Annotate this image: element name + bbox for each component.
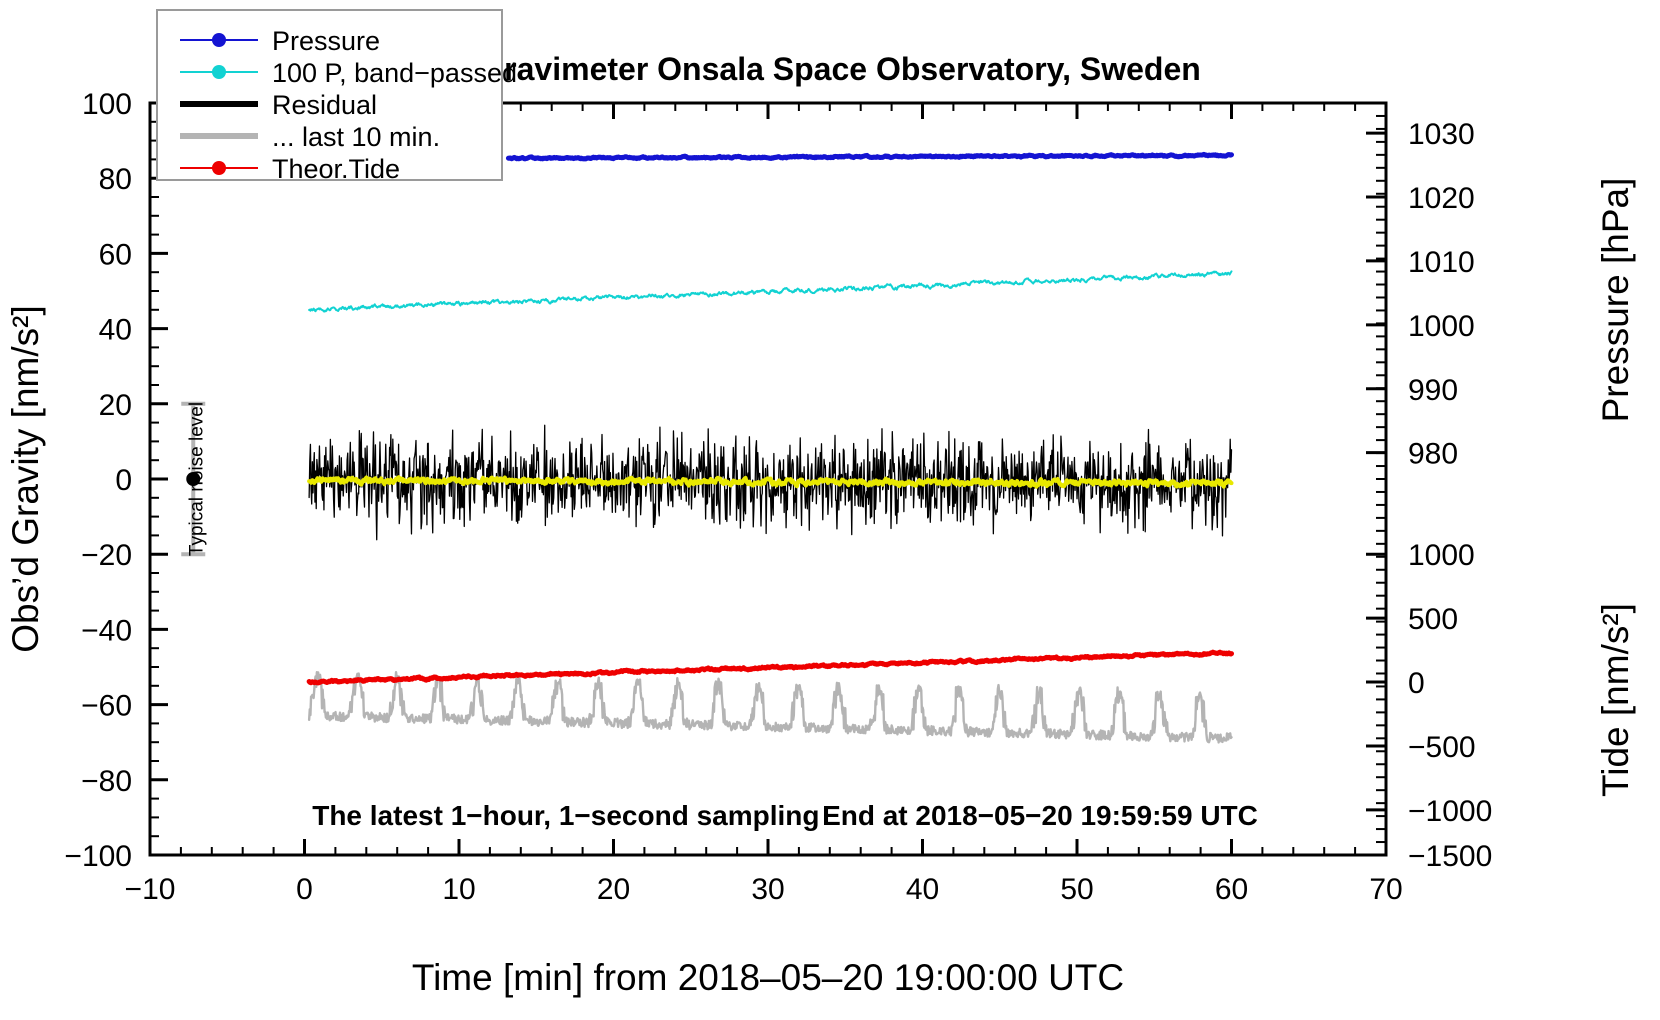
x-tick-label: 70	[1369, 873, 1402, 906]
y-tick-labels: −100 −80 −60 −40 −20 0 20 40 60 80 100	[64, 88, 132, 873]
legend-label: Pressure	[272, 26, 380, 56]
legend-item-residual[interactable]: Residual	[180, 90, 377, 120]
chart-annotations: The latest 1−hour, 1−second sampling End …	[187, 402, 1258, 831]
tide-axis-tick-label: 1000	[1408, 539, 1475, 572]
tide-axis-tick-label: −1000	[1408, 795, 1492, 828]
pressure-axis-tick-label: 1020	[1408, 182, 1475, 215]
right-tick-labels: 1030 1020 1010 1000 990 980 1000 500 0 −500 −1000 −…	[1408, 118, 1492, 873]
sampling-note: The latest 1−hour, 1−second sampling	[312, 800, 819, 831]
tide-axis-tick-label: −1500	[1408, 840, 1492, 873]
legend-item-100-p-band-passed[interactable]: 100 P, band−passed	[180, 58, 517, 88]
y-tick-label: −40	[81, 614, 132, 647]
tide-axis-tick-label: −500	[1408, 731, 1476, 764]
y-tick-label: 60	[99, 238, 132, 271]
x-axis-title: Time [min] from 2018–05–20 19:00:00 UTC	[412, 957, 1124, 998]
x-tick-label: 50	[1060, 873, 1093, 906]
tide-axis-tick-label: 500	[1408, 603, 1458, 636]
tide-axis-tick-label: 0	[1408, 667, 1425, 700]
y-tick-label: 100	[82, 88, 132, 121]
legend-item-theor-tide[interactable]: Theor.Tide	[180, 154, 400, 184]
right-axis-title-tide: Tide [nm/s²]	[1595, 603, 1636, 797]
pressure-axis-tick-label: 990	[1408, 374, 1458, 407]
pressure-axis-tick-label: 1000	[1408, 310, 1475, 343]
legend-label: Theor.Tide	[272, 154, 400, 184]
end-time-note: End at 2018−05−20 19:59:59 UTC	[822, 800, 1258, 831]
series-100-p-band-passed	[308, 270, 1233, 313]
y-tick-label: 40	[99, 314, 132, 347]
legend-item-pressure[interactable]: Pressure	[180, 26, 380, 56]
y-tick-label: 80	[99, 163, 132, 196]
legend-marker-circle-icon	[212, 161, 226, 175]
y-axis-title: Obs’d Gravity [nm/s²]	[5, 305, 46, 652]
x-tick-label: 30	[751, 873, 784, 906]
noise-level-label: Typical noise level	[187, 402, 208, 556]
y-tick-label: 20	[99, 389, 132, 422]
legend-marker-circle-icon	[212, 65, 226, 79]
x-tick-label: 20	[597, 873, 630, 906]
y-axis-ticks	[150, 101, 168, 857]
legend-label: 100 P, band−passed	[272, 58, 517, 88]
right-axis-title-pressure: Pressure [hPa]	[1595, 178, 1636, 423]
legend-item-last-10-min[interactable]: ... last 10 min.	[180, 122, 440, 152]
legend-marker-circle-icon	[212, 33, 226, 47]
series-pressure	[505, 151, 1234, 162]
y-tick-label: −80	[81, 765, 132, 798]
y-tick-label: 0	[115, 464, 132, 497]
series-last-10-min	[307, 670, 1233, 744]
minor-ticks	[150, 102, 1386, 856]
legend-label: Residual	[272, 90, 377, 120]
noise-bar-center-dot	[186, 472, 201, 486]
x-tick-label: 60	[1215, 873, 1248, 906]
y-tick-label: −60	[81, 690, 132, 723]
x-tick-label: 0	[296, 873, 313, 906]
data-series-layer	[306, 151, 1234, 744]
pressure-axis-tick-label: 1030	[1408, 118, 1475, 151]
pressure-axis-tick-label: 980	[1408, 438, 1458, 471]
x-tick-label: 40	[906, 873, 939, 906]
series-clip-group	[306, 151, 1234, 744]
noise-level-indicator	[181, 401, 206, 557]
y-tick-label: −100	[64, 840, 132, 873]
legend-label: ... last 10 min.	[272, 122, 440, 152]
pressure-axis-tick-label: 1010	[1408, 246, 1475, 279]
x-tick-label: −10	[125, 873, 176, 906]
x-tick-labels: −10 0 10 20 30 40 50 60 70	[125, 873, 1403, 906]
y-tick-label: −20	[81, 539, 132, 572]
series-theor-tide	[306, 649, 1234, 686]
series-residual-smoothed	[307, 475, 1234, 489]
x-tick-label: 10	[442, 873, 475, 906]
